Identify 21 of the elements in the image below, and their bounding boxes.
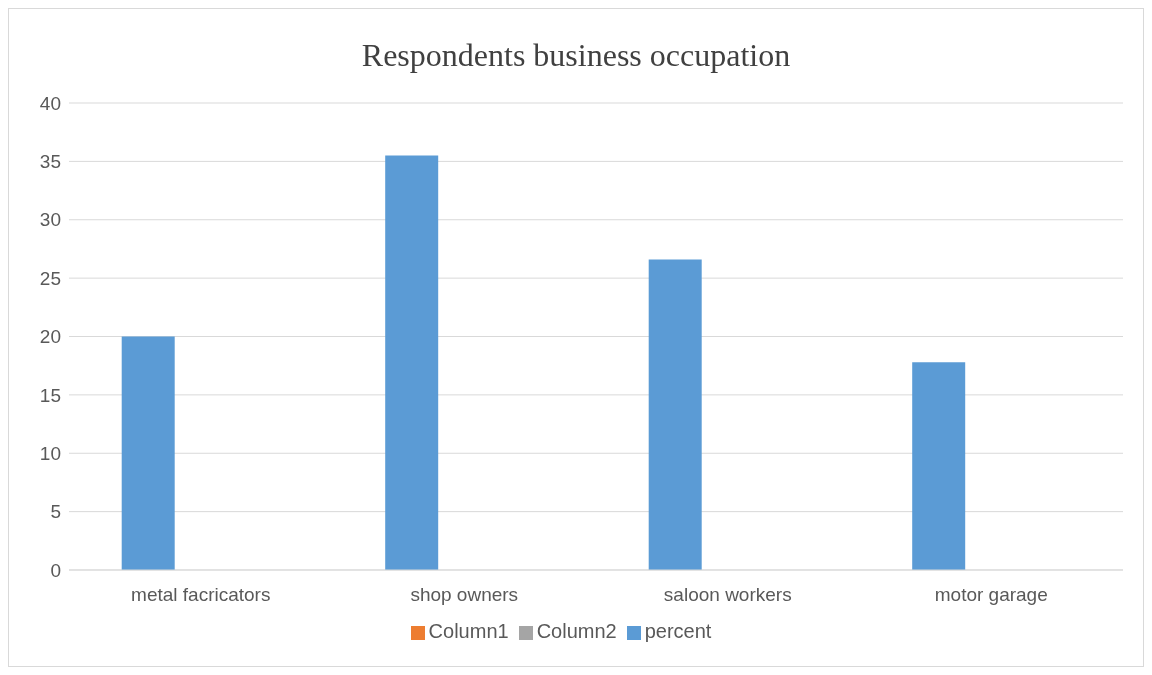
x-tick-label: motor garage <box>934 584 1048 606</box>
x-tick-label: shop owners <box>410 584 519 606</box>
y-tick-label: 30 <box>39 209 61 231</box>
legend-label: percent <box>644 620 712 642</box>
y-tick-label: 15 <box>39 384 61 406</box>
y-tick-label: 5 <box>50 501 61 523</box>
y-tick-label: 20 <box>39 326 61 348</box>
bar <box>912 362 966 570</box>
bar <box>385 155 439 570</box>
y-tick-label: 25 <box>39 267 61 289</box>
bar <box>121 336 175 570</box>
y-tick-label: 10 <box>39 442 61 464</box>
y-tick-label: 0 <box>50 559 61 581</box>
legend-label: Column1 <box>428 620 509 642</box>
x-tick-label: metal facricators <box>131 584 271 606</box>
bar <box>648 259 702 570</box>
y-tick-label: 40 <box>39 92 61 114</box>
y-tick-label: 35 <box>39 151 61 173</box>
legend-label: Column2 <box>536 620 617 642</box>
chart-title: Respondents business occupation <box>360 36 792 75</box>
x-tick-label: saloon workers <box>663 584 792 606</box>
